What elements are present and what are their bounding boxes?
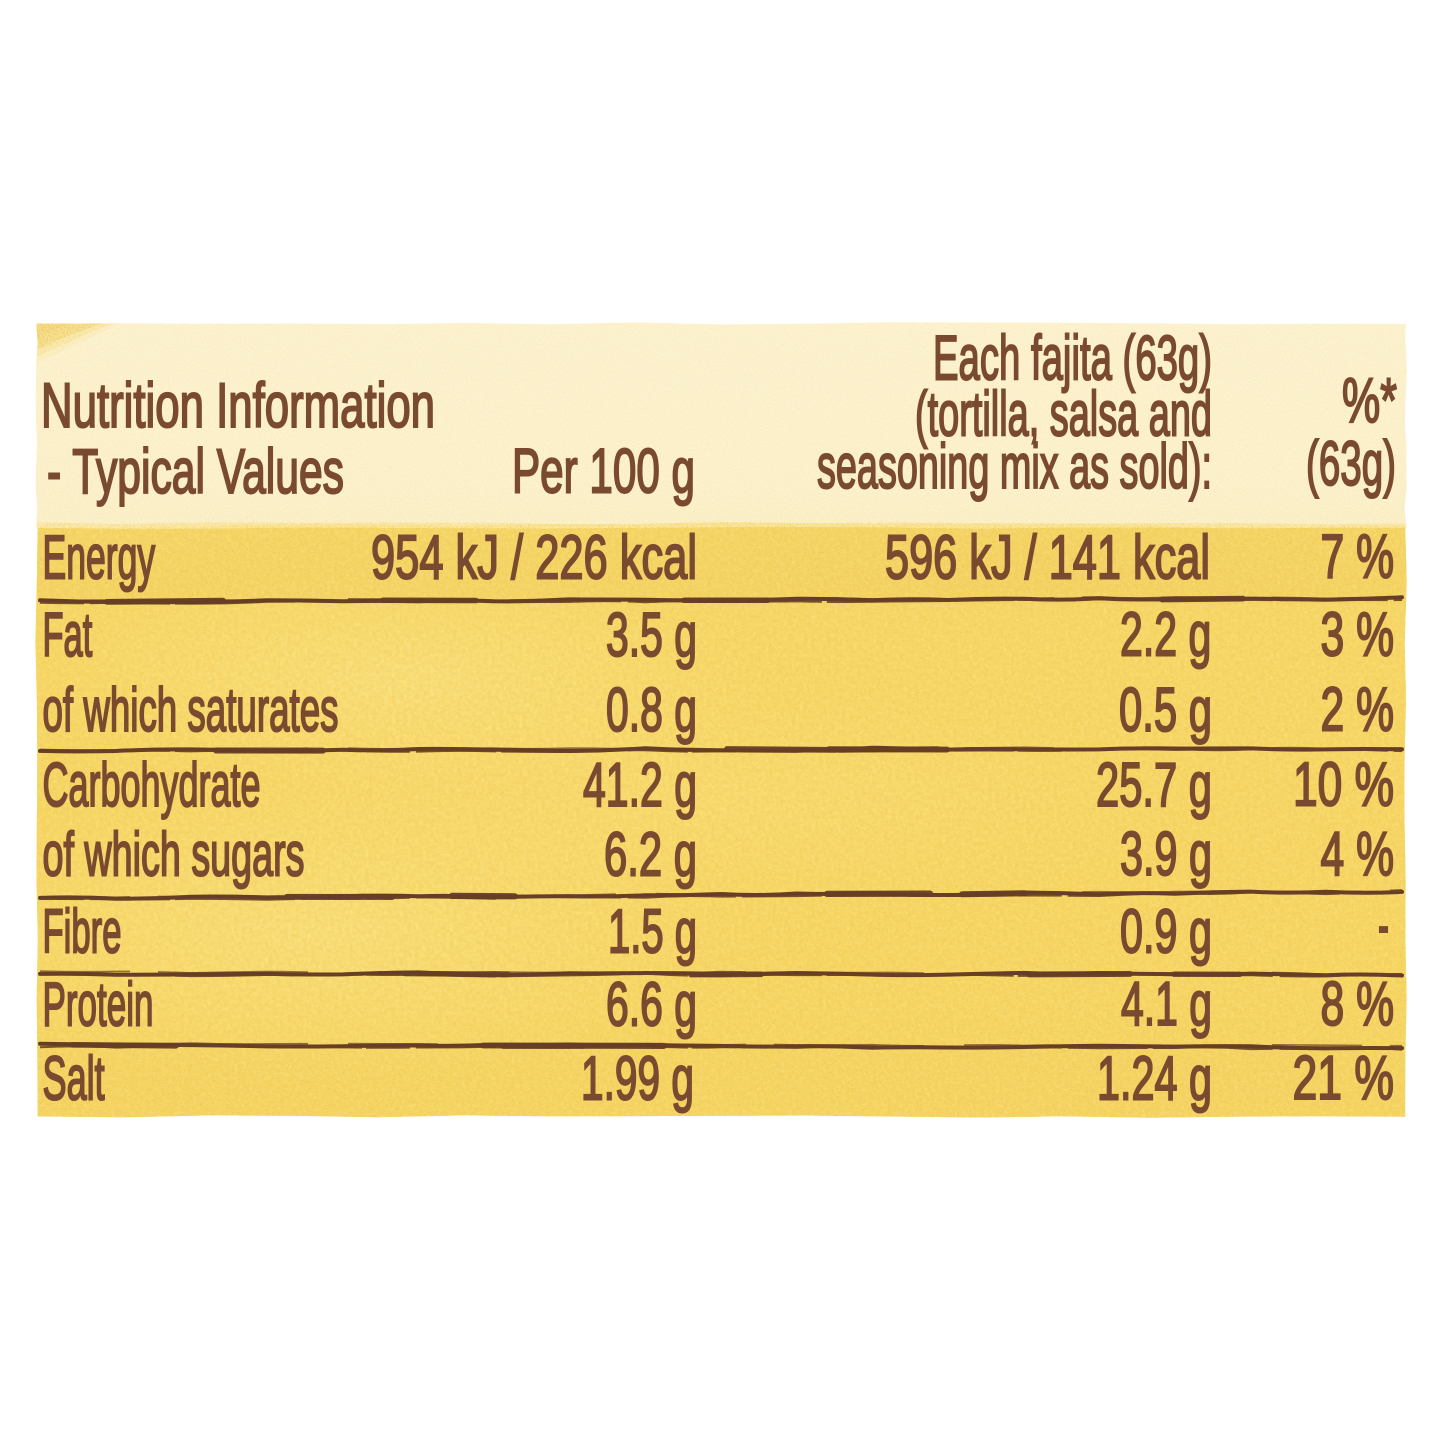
svg-text:Energy: Energy [43, 524, 156, 593]
svg-text:0.8 g: 0.8 g [606, 676, 697, 745]
svg-text:3.9 g: 3.9 g [1120, 820, 1212, 889]
svg-text:596 kJ / 141 kcal: 596 kJ / 141 kcal [885, 524, 1210, 593]
svg-text:Per 100 g: Per 100 g [512, 437, 695, 507]
svg-text:21 %: 21 % [1293, 1044, 1395, 1113]
svg-text:- Typical Values: - Typical Values [47, 437, 344, 507]
svg-text:Fat: Fat [43, 601, 93, 670]
svg-text:Protein: Protein [43, 971, 154, 1040]
svg-text:2 %: 2 % [1321, 676, 1395, 745]
svg-text:6.2 g: 6.2 g [604, 820, 697, 889]
svg-text:10 %: 10 % [1293, 751, 1394, 820]
svg-text:954 kJ / 226 kcal: 954 kJ / 226 kcal [371, 524, 697, 593]
svg-text:(63g): (63g) [1306, 429, 1396, 499]
svg-text:1.5 g: 1.5 g [608, 898, 697, 967]
svg-text:7 %: 7 % [1321, 523, 1395, 592]
svg-text:4 %: 4 % [1321, 820, 1395, 889]
svg-text:6.6 g: 6.6 g [606, 971, 697, 1040]
svg-text:Fibre: Fibre [43, 898, 122, 967]
svg-text:0.5 g: 0.5 g [1119, 676, 1212, 745]
svg-text:3.5 g: 3.5 g [606, 601, 697, 670]
svg-text:of which sugars: of which sugars [43, 820, 305, 889]
svg-text:1.24 g: 1.24 g [1097, 1044, 1212, 1113]
svg-text:2.2 g: 2.2 g [1120, 601, 1211, 670]
svg-text:of which saturates: of which saturates [43, 676, 339, 745]
svg-text:8 %: 8 % [1321, 970, 1395, 1039]
svg-text:25.7 g: 25.7 g [1096, 751, 1212, 820]
svg-text:0.9 g: 0.9 g [1120, 897, 1212, 966]
svg-text:4.1 g: 4.1 g [1121, 970, 1212, 1039]
svg-text:1.99 g: 1.99 g [581, 1045, 694, 1114]
svg-text:seasoning mix as sold):: seasoning mix as sold): [817, 432, 1212, 502]
svg-text:3 %: 3 % [1321, 601, 1395, 670]
svg-text:Carbohydrate: Carbohydrate [43, 751, 261, 820]
svg-text:Salt: Salt [43, 1045, 105, 1114]
svg-text:%*: %* [1342, 366, 1397, 436]
svg-text:Nutrition Information: Nutrition Information [41, 371, 435, 441]
svg-text:-: - [1378, 891, 1389, 960]
svg-text:41.2 g: 41.2 g [583, 751, 697, 820]
svg-text:Each fajita (63g): Each fajita (63g) [933, 324, 1212, 394]
svg-text:(tortilla, salsa and: (tortilla, salsa and [915, 380, 1212, 450]
